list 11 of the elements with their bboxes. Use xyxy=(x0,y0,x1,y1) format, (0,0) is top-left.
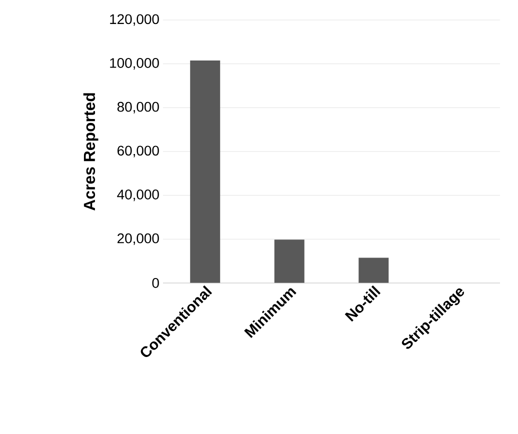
bar xyxy=(190,60,220,283)
y-tick-label: 60,000 xyxy=(118,146,159,158)
bar xyxy=(274,240,304,283)
y-tick-label: 40,000 xyxy=(117,190,159,202)
y-tick-label: 80,000 xyxy=(117,102,159,114)
y-tick-label: 20,000 xyxy=(118,233,159,245)
y-axis-title: Acres Reported xyxy=(83,93,98,210)
y-tick-label: 0 xyxy=(152,278,159,288)
bar xyxy=(358,258,389,283)
y-tick-label: 120,000 xyxy=(110,14,159,26)
y-tick-label: 100,000 xyxy=(110,58,159,70)
